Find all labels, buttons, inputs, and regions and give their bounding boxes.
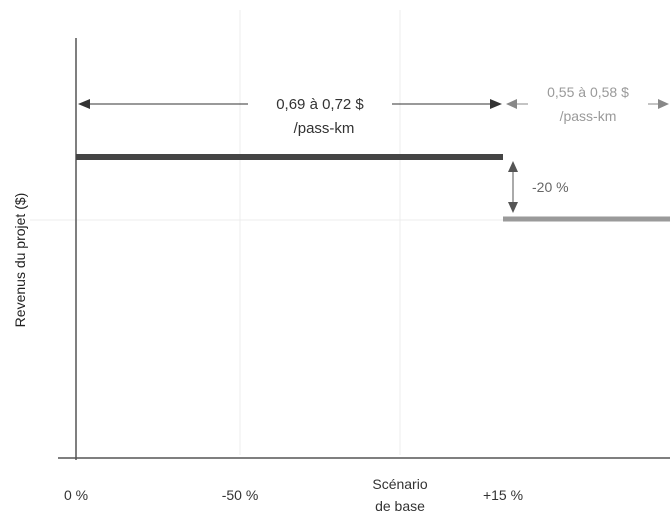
x-tick-base-line2: de base [375,498,425,514]
change-label: -20 % [532,179,569,195]
x-tick-plus15: +15 % [483,487,523,503]
range-2-label-line1: 0,55 à 0,58 $ [547,84,629,100]
range-1-label-line1: 0,69 à 0,72 $ [276,96,364,113]
range-2-label-line2: /pass-km [560,108,617,124]
range-arrowhead-dark-left [78,99,90,109]
change-arrowhead-down [508,202,518,213]
x-tick-base-line1: Scénario [372,476,427,492]
range-arrowhead-light-right [658,99,669,109]
x-tick-minus50: -50 % [222,487,259,503]
y-axis-label: Revenus du projet ($) [12,193,28,328]
range-arrowhead-dark-right [490,99,502,109]
range-1-label-line2: /pass-km [294,120,355,137]
change-arrowhead-up [508,161,518,172]
range-arrowhead-light-left [506,99,517,109]
x-tick-0: 0 % [64,487,88,503]
